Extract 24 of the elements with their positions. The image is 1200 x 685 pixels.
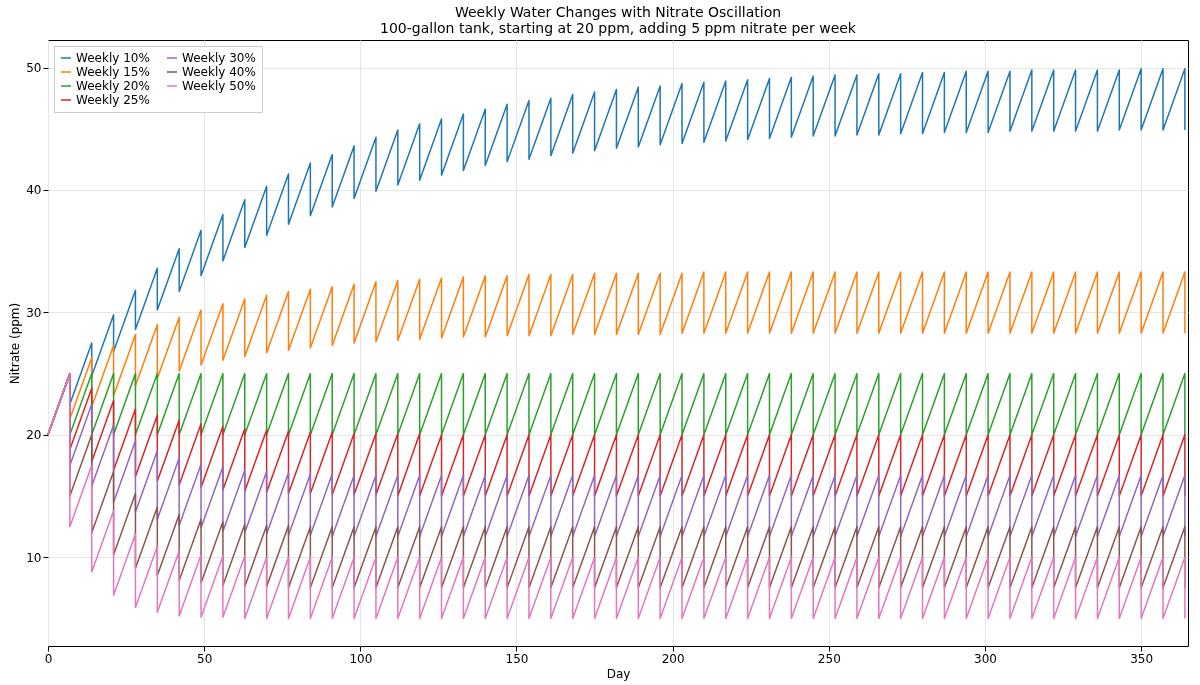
x-tick-label: 200 — [661, 651, 685, 666]
y-tick-label: 20 — [26, 428, 42, 443]
legend-label: Weekly 40% — [182, 65, 256, 79]
y-tick-label: 50 — [26, 61, 42, 76]
x-tick-label: 300 — [974, 651, 997, 666]
y-tick-label: 40 — [26, 183, 42, 198]
x-tick-label: 0 — [44, 651, 53, 666]
legend-label: Weekly 30% — [182, 51, 256, 65]
legend-label: Weekly 15% — [76, 65, 150, 79]
y-tick-label: 10 — [26, 550, 42, 565]
chart-title: Weekly Water Changes with Nitrate Oscillation — [454, 4, 782, 20]
y-axis-title: Nitrate (ppm) — [8, 302, 23, 385]
x-tick-label: 100 — [349, 651, 373, 666]
chart-subtitle: 100-gallon tank, starting at 20 ppm, adding 5 ppm nitrate per week — [380, 20, 857, 36]
y-tick-label: 30 — [26, 305, 42, 320]
legend-label: Weekly 50% — [182, 79, 256, 93]
legend-label: Weekly 25% — [76, 93, 150, 107]
legend-label: Weekly 10% — [76, 51, 150, 65]
x-tick-label: 50 — [197, 651, 213, 666]
legend-label: Weekly 20% — [76, 79, 150, 93]
x-tick-label: 150 — [505, 651, 529, 666]
x-tick-label: 250 — [817, 651, 841, 666]
x-axis-title: Day — [606, 666, 631, 681]
x-tick-label: 350 — [1130, 651, 1154, 666]
